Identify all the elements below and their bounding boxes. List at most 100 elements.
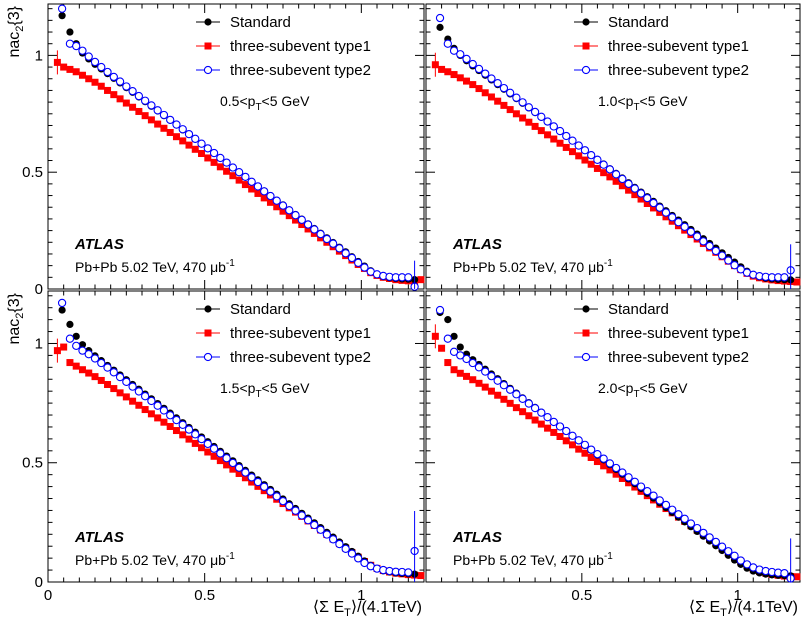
data-point-type1 <box>154 120 162 128</box>
y-title-main: nac <box>6 32 23 58</box>
data-point-type2 <box>499 83 509 93</box>
data-point-type2 <box>487 74 496 83</box>
data-point-type1 <box>618 474 626 482</box>
data-point-type2 <box>518 98 527 107</box>
data-point-type2 <box>562 426 571 436</box>
data-point-type2 <box>611 170 621 179</box>
data-point-type1 <box>235 176 243 184</box>
data-point-type1 <box>273 203 281 211</box>
data-point-type2 <box>404 568 413 577</box>
x-axis-title: ⟨Σ ET⟩/(4.1TeV) <box>689 599 798 619</box>
data-point-type2 <box>435 305 445 315</box>
data-point-type1 <box>593 458 601 466</box>
collision-text: Pb+Pb 5.02 TeV, 470 μb <box>453 259 604 275</box>
data-point-type2 <box>618 468 627 477</box>
data-point-type1 <box>210 452 218 460</box>
data-point-type2 <box>587 150 596 160</box>
data-point-type1 <box>494 97 502 105</box>
data-point-type2 <box>624 179 633 189</box>
data-point-type2 <box>580 146 590 155</box>
data-point-type1 <box>216 457 224 465</box>
data-point-type2 <box>636 482 646 491</box>
data-point-type2 <box>203 144 212 153</box>
data-point-type1 <box>600 462 608 470</box>
data-point-type1 <box>166 128 174 136</box>
data-point-type1 <box>66 65 74 73</box>
data-point-type2 <box>574 141 583 150</box>
data-point-type1 <box>487 93 495 101</box>
legend-label: three-subevent type2 <box>230 349 371 366</box>
data-point-type2 <box>674 218 683 227</box>
data-point-type2 <box>278 496 288 506</box>
data-point-type1 <box>172 427 180 435</box>
data-point-type2 <box>109 368 118 377</box>
legend-marker <box>582 305 590 313</box>
pt-range-label: 1.5<pT<5 GeV <box>220 380 310 400</box>
data-point-type2 <box>705 241 714 251</box>
panel-4: 0.5 1⟨Σ ET⟩/(4.1TeV)Standardthree-subeven… <box>425 290 801 619</box>
legend-label: three-subevent type1 <box>608 38 749 55</box>
pt-suffix: <5 GeV <box>262 93 311 109</box>
data-point-type1 <box>241 181 249 189</box>
data-point-type2 <box>203 439 212 449</box>
data-point-type2 <box>649 491 658 500</box>
data-point-type1 <box>141 406 149 414</box>
data-point-type1 <box>172 133 180 141</box>
data-point-type2 <box>674 510 683 519</box>
y-tick-label: 1 <box>35 47 43 64</box>
data-point-type1 <box>562 437 570 445</box>
data-point-type2 <box>310 520 319 530</box>
data-point-type1 <box>600 169 608 177</box>
data-point-type2 <box>624 473 633 482</box>
data-point-type2 <box>724 256 733 265</box>
data-point-type1 <box>463 372 471 380</box>
x-title-tail: ⟩/(4.1TeV) <box>351 599 422 616</box>
data-point-type2 <box>134 91 144 101</box>
data-point-type2 <box>147 396 156 406</box>
pt-suffix: <5 GeV <box>262 380 311 396</box>
pt-sub: T <box>633 389 639 400</box>
data-point-type2 <box>587 445 596 454</box>
data-point-type2 <box>493 79 502 88</box>
data-point-type2 <box>297 511 306 520</box>
data-point-type2 <box>322 234 332 244</box>
data-point-type2 <box>711 246 720 256</box>
data-point-type1 <box>450 366 458 374</box>
data-point-type2 <box>266 191 275 201</box>
legend-entry-type1: three-subevent type1 <box>574 325 749 342</box>
data-point-type1 <box>487 387 495 395</box>
data-point-type2 <box>780 273 789 282</box>
data-point-type2 <box>84 350 93 359</box>
data-point-type2 <box>222 454 231 463</box>
data-point-type2 <box>122 377 131 387</box>
legend-entry-standard: Standard <box>196 14 291 31</box>
data-point-type1 <box>544 424 552 432</box>
data-point-type1 <box>72 362 80 370</box>
data-point-type1 <box>469 376 477 384</box>
data-point-type1 <box>104 381 112 389</box>
data-point-type1 <box>625 186 633 194</box>
data-point-type1 <box>500 101 508 109</box>
legend-entry-type1: three-subevent type1 <box>574 38 749 55</box>
data-point-type1 <box>469 81 477 89</box>
data-point-type2 <box>216 449 225 458</box>
legend-label: three-subevent type1 <box>230 325 371 342</box>
data-point-type1 <box>147 410 155 418</box>
data-point-type1 <box>135 107 143 115</box>
data-point-type1 <box>266 198 274 206</box>
data-point-type2 <box>705 533 714 542</box>
data-point-type2 <box>611 463 621 473</box>
data-point-type1 <box>612 177 620 185</box>
data-point-type2 <box>222 158 231 167</box>
atlas-label: ATLAS <box>74 236 124 253</box>
data-point-type2 <box>191 134 200 143</box>
data-point-type1 <box>450 71 458 79</box>
data-point-type2 <box>693 232 702 241</box>
data-point-type1 <box>241 474 249 482</box>
data-point-type2 <box>335 539 344 549</box>
x-tick-label: 0 <box>44 587 52 604</box>
data-point-type2 <box>103 67 112 77</box>
data-point-type2 <box>90 57 100 67</box>
data-point-type1 <box>110 91 118 99</box>
